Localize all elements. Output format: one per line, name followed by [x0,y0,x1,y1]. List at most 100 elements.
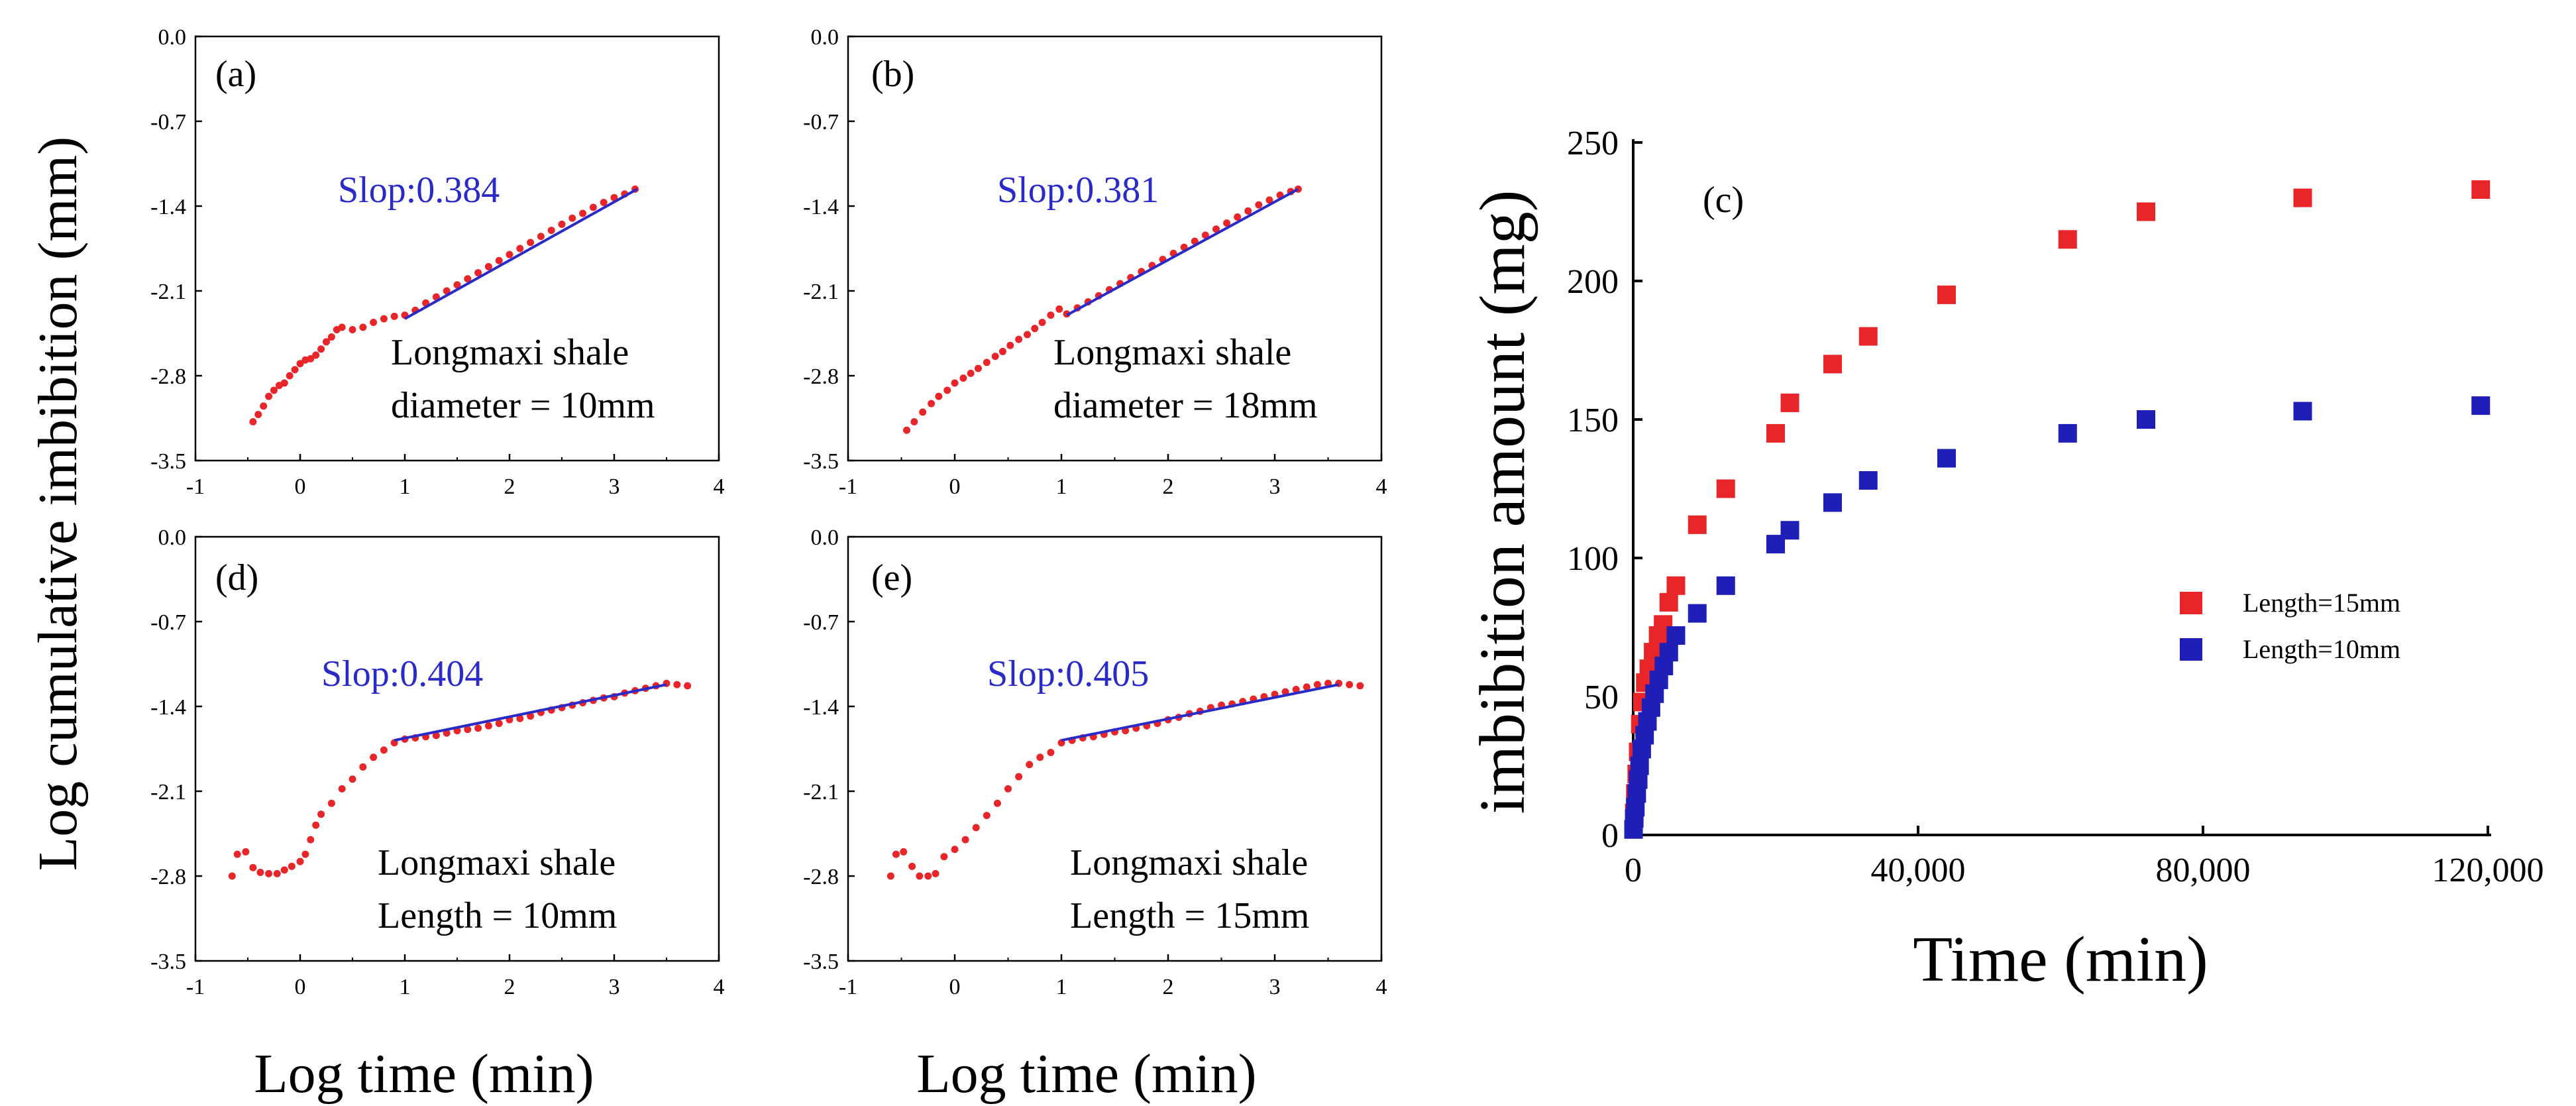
data-point [370,319,378,327]
y-tick-label: -2.1 [150,780,186,804]
data-point-15mm [2471,180,2491,199]
data-point [323,338,330,346]
legend-swatch [2180,638,2202,661]
data-point-15mm [1937,285,1956,304]
data-point [443,287,451,295]
data-point [972,824,980,832]
data-point [568,214,576,222]
y-tick-label: -2.8 [150,364,186,389]
data-point [527,712,535,720]
data-point [1201,231,1209,239]
y-tick-label: 50 [1584,679,1619,716]
sample-note: diameter = 10mm [391,385,655,426]
data-point [967,369,975,377]
y-tick-label: -1.4 [803,695,839,720]
data-point [484,262,492,270]
data-point-15mm [1688,515,1707,534]
data-point-10mm [1716,576,1735,595]
data-point [951,846,959,854]
panel-label: (d) [215,557,258,598]
x-tick-label: 4 [1376,975,1387,999]
data-point [1055,305,1063,313]
data-point [312,821,320,829]
data-point-15mm [2293,188,2312,207]
data-point [940,853,948,861]
x-tick-label: 2 [1163,975,1174,999]
data-point [260,402,268,410]
data-point [249,417,257,425]
x-tick-label: 0 [1625,852,1642,889]
data-point [1047,311,1055,319]
x-tick-label: 1 [1056,474,1067,499]
data-point [464,275,472,283]
data-point [495,720,503,728]
data-point [959,374,967,382]
legend-entry: Length=10mm [2243,634,2400,664]
y-tick-label: -0.7 [150,610,186,635]
data-point [1212,225,1220,233]
data-point [951,379,959,387]
data-point-10mm [2471,396,2491,415]
data-point [1244,207,1252,215]
data-point-15mm [1823,355,1842,374]
x-tick-label: 1 [1056,975,1067,999]
data-point [288,862,295,870]
x-tick-label: 2 [504,474,515,499]
data-point-15mm [1780,393,1799,412]
data-point [242,848,250,856]
data-point [1234,213,1242,221]
data-point [338,785,346,793]
y-tick-label: -2.1 [803,780,839,804]
y-tick-label: 150 [1567,402,1619,439]
fit-line [1061,683,1339,742]
y-tick-label: -2.8 [803,865,839,889]
panel-label: (e) [871,557,912,598]
sample-note: Longmaxi shale [391,332,629,373]
data-point [312,351,320,359]
data-point [983,359,991,366]
chart-panel-e: -1 0 1 2 3 4 0.0 -0.7 -1.4 -2.1 -2.8 -3.5 (e) Slop:0.… [803,525,1387,999]
data-point [961,836,969,844]
sample-note: Length = 15mm [1070,895,1309,936]
data-point-10mm [1780,521,1799,540]
x-tick-label: 2 [1163,474,1174,499]
data-point [1038,319,1046,327]
data-point [265,869,273,877]
data-point [1015,335,1023,343]
x-tick-label: 3 [609,474,620,499]
data-point [474,724,482,732]
data-point [327,799,335,807]
data-point-10mm [1630,756,1649,775]
x-tick-label: -1 [186,975,205,999]
data-point [484,722,492,730]
data-point [359,323,367,331]
data-point [1047,748,1055,756]
x-tick-label: 0 [949,975,961,999]
data-point [527,239,535,247]
y-tick-label: 100 [1567,540,1619,578]
data-point [1036,753,1044,761]
chart-panel-b: -1 0 1 2 3 4 0.0 -0.7 -1.4 -2.1 -2.8 -3.5 (b) Slop:0.… [803,25,1387,499]
y-tick-label: -1.4 [803,195,839,219]
data-point [380,315,388,323]
y-axis-title: imbibition amount (mg) [1467,190,1538,814]
data-point [280,379,288,387]
data-point [1265,196,1273,204]
y-tick-label: -2.8 [150,865,186,889]
data-point [233,850,241,858]
y-tick-label: -1.4 [150,695,186,720]
sample-note: diameter = 18mm [1053,385,1318,426]
x-tick-label: 0 [295,474,306,499]
data-point [924,872,932,880]
data-point-10mm [1659,643,1678,662]
x-axis-title-left-column: Log time (min) [254,1043,594,1105]
legend-swatch [2180,592,2202,614]
y-tick-label: 250 [1567,125,1619,162]
y-tick-label: 0.0 [158,525,187,550]
sample-note: Longmaxi shale [1053,332,1291,373]
x-tick-label: 1 [400,975,411,999]
data-point-15mm [2058,230,2077,249]
data-point [998,347,1006,355]
data-point [610,194,618,201]
slope-label: Slop:0.381 [997,170,1159,211]
